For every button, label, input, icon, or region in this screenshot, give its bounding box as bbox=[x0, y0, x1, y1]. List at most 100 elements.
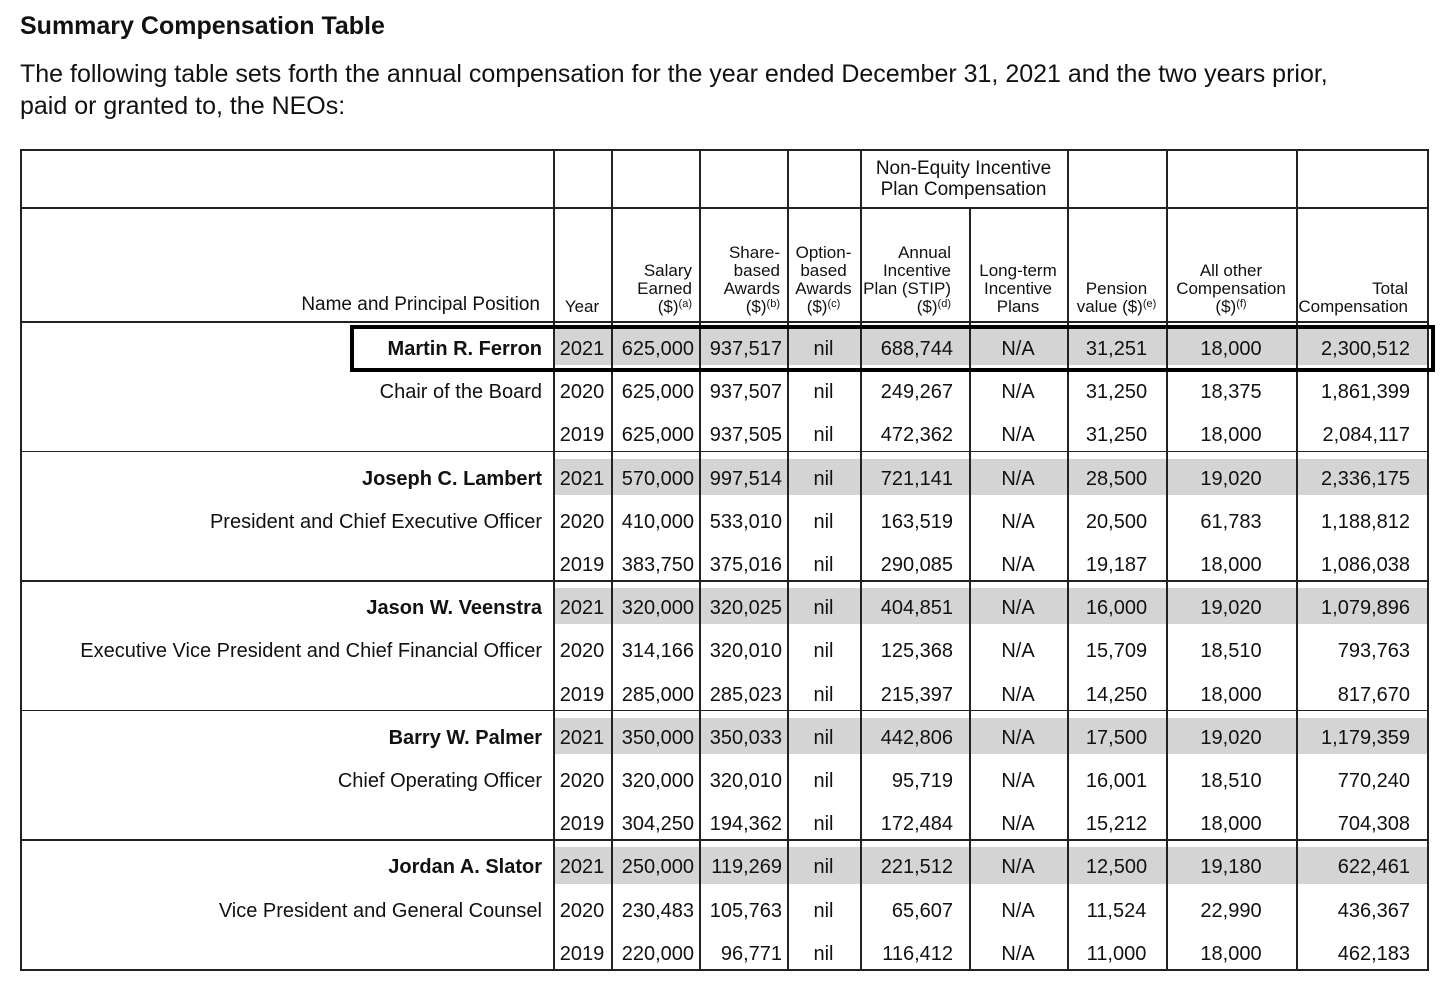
cell: 2021 bbox=[559, 856, 605, 879]
cell: 19,020 bbox=[1200, 597, 1262, 620]
cell: 220,000 bbox=[621, 942, 694, 965]
header-text: value ($) bbox=[1076, 297, 1143, 316]
column-header: ($)(d) bbox=[862, 298, 951, 316]
header-text: based bbox=[733, 261, 780, 280]
cell: 2021 bbox=[559, 597, 605, 620]
cell: 688,744 bbox=[880, 338, 953, 360]
column-header: Awards bbox=[701, 280, 780, 298]
cell: nil bbox=[813, 510, 834, 533]
cell: N/A bbox=[1001, 942, 1035, 965]
cell: N/A bbox=[1001, 683, 1035, 706]
column-header: Salary bbox=[613, 262, 692, 280]
column-header: Long-term bbox=[971, 262, 1065, 280]
cell: 2019 bbox=[559, 813, 605, 836]
cell: 28,500 bbox=[1085, 467, 1148, 490]
rule bbox=[20, 321, 1427, 323]
cell: 96,771 bbox=[720, 942, 782, 965]
header-text: Pension bbox=[1085, 279, 1148, 298]
cell: 2021 bbox=[559, 338, 605, 360]
executive-position: Vice President and General Counsel bbox=[218, 899, 542, 922]
cell: 2021 bbox=[559, 726, 605, 749]
cell: N/A bbox=[1001, 770, 1035, 792]
cell: 533,010 bbox=[709, 510, 782, 533]
column-header: based bbox=[701, 262, 780, 280]
rule bbox=[860, 149, 862, 969]
cell: 11,000 bbox=[1086, 942, 1147, 965]
column-header: Plan (STIP) bbox=[862, 280, 951, 298]
cell: 383,750 bbox=[621, 554, 694, 576]
row-shade bbox=[553, 717, 1427, 754]
rule bbox=[1296, 149, 1298, 969]
header-text: Long-term bbox=[979, 261, 1057, 280]
cell: nil bbox=[813, 597, 834, 620]
group-header: Plan Compensation bbox=[880, 179, 1047, 200]
cell: 15,212 bbox=[1085, 813, 1148, 836]
column-header: Share- bbox=[701, 244, 780, 262]
cell: 2020 bbox=[559, 510, 605, 533]
cell: 442,806 bbox=[880, 726, 953, 749]
row-shade bbox=[553, 588, 1427, 625]
cell: 31,250 bbox=[1085, 424, 1148, 447]
column-header: Compensation bbox=[1298, 298, 1408, 316]
cell: nil bbox=[813, 813, 834, 836]
executive-name: Barry W. Palmer bbox=[388, 726, 542, 749]
column-header: ($)(f) bbox=[1168, 298, 1294, 316]
cell: 215,397 bbox=[880, 683, 953, 706]
cell: nil bbox=[813, 554, 834, 576]
intro-line: The following table sets forth the annua… bbox=[20, 60, 1328, 88]
cell: N/A bbox=[1001, 467, 1035, 490]
header-text: All other bbox=[1199, 261, 1263, 280]
cell: nil bbox=[813, 683, 834, 706]
column-header: Total bbox=[1298, 280, 1408, 298]
footnote-ref: (f) bbox=[1236, 298, 1247, 310]
cell: 61,783 bbox=[1200, 510, 1262, 533]
cell: 14,250 bbox=[1085, 683, 1148, 706]
column-header: Earned bbox=[613, 280, 692, 298]
cell: 622,461 bbox=[1337, 856, 1410, 879]
cell: N/A bbox=[1001, 597, 1035, 620]
cell: 163,519 bbox=[880, 510, 953, 533]
highlight-box bbox=[350, 325, 1435, 372]
cell: 2020 bbox=[559, 381, 605, 404]
footnote-ref: (b) bbox=[766, 298, 780, 310]
cell: 1,861,399 bbox=[1321, 381, 1410, 404]
executive-position: Executive Vice President and Chief Finan… bbox=[80, 640, 542, 663]
header-text: Earned bbox=[637, 279, 692, 298]
cell: 19,020 bbox=[1200, 726, 1262, 749]
cell: 19,180 bbox=[1200, 856, 1262, 879]
cell: nil bbox=[813, 899, 834, 922]
cell: N/A bbox=[1001, 899, 1035, 922]
footnote-ref: (d) bbox=[937, 298, 951, 310]
header-text: ($) bbox=[916, 297, 938, 316]
cell: 404,851 bbox=[880, 597, 953, 620]
cell: 997,514 bbox=[709, 467, 782, 490]
row-shade bbox=[553, 847, 1427, 884]
rule bbox=[20, 709, 1427, 712]
cell: N/A bbox=[1001, 510, 1035, 533]
column-header: Year bbox=[555, 298, 609, 316]
cell: 19,187 bbox=[1085, 554, 1148, 576]
cell: 2020 bbox=[559, 640, 605, 663]
cell: 285,023 bbox=[709, 683, 782, 706]
cell: 18,000 bbox=[1200, 942, 1262, 965]
cell: 18,000 bbox=[1200, 424, 1262, 447]
executive-position: Chair of the Board bbox=[379, 381, 542, 404]
rule bbox=[611, 149, 613, 969]
rule bbox=[20, 839, 1427, 841]
header-text: Plans bbox=[996, 297, 1040, 316]
column-header: based bbox=[789, 262, 858, 280]
cell: 937,505 bbox=[709, 424, 782, 447]
header-text: Salary bbox=[643, 261, 692, 280]
cell: 18,000 bbox=[1200, 813, 1262, 836]
rule bbox=[1166, 149, 1168, 969]
cell: 462,183 bbox=[1337, 942, 1410, 965]
cell: 410,000 bbox=[621, 510, 694, 533]
cell: N/A bbox=[1001, 338, 1035, 360]
cell: 2,300,512 bbox=[1321, 338, 1410, 360]
cell: 2019 bbox=[559, 942, 605, 965]
executive-name: Joseph C. Lambert bbox=[361, 467, 542, 490]
cell: 19,020 bbox=[1200, 467, 1262, 490]
cell: nil bbox=[813, 640, 834, 663]
header-text: Incentive bbox=[983, 279, 1053, 298]
